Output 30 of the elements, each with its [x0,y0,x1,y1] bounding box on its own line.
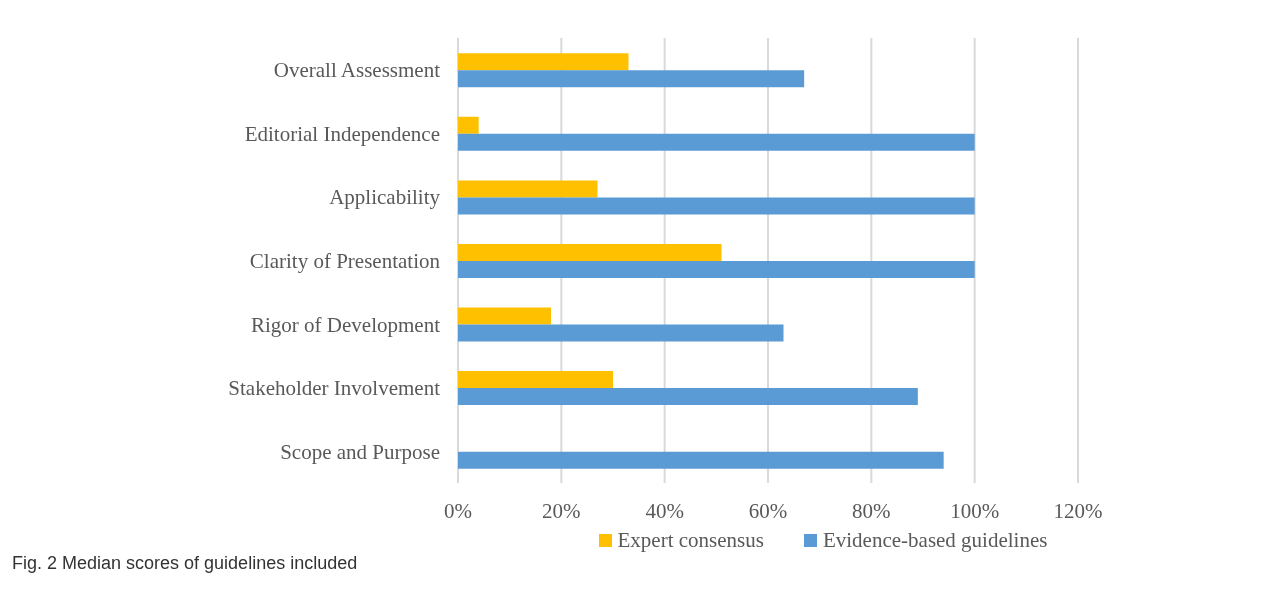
bar [458,388,918,406]
bar [458,307,551,325]
bar [458,180,598,198]
caption: Fig. 2 Median scores of guidelines included [11,553,359,574]
y-tick-label: Rigor of Development [251,312,441,337]
x-tick-label: 100% [950,498,1000,523]
x-tick-label: 20% [542,498,581,523]
x-tick-label: 0% [444,498,472,523]
y-tick-label: Applicability [329,185,441,210]
bar [458,451,944,469]
y-tick-label: Overall Assessment [273,58,441,83]
y-tick-label: Stakeholder Involvement [228,376,441,401]
x-tick-label: 40% [645,498,684,523]
x-tick-label: 80% [852,498,891,523]
bar [458,116,479,134]
legend-label: Expert consensus [616,528,764,553]
bar [458,70,805,88]
y-tick-label: Clarity of Presentation [249,248,441,273]
bar [458,260,975,278]
bar [458,53,629,71]
y-tick-label: Editorial Independence [244,121,440,146]
x-tick-label: 120% [1053,498,1103,523]
bar [458,243,722,261]
bar [458,197,975,215]
x-tick-label: 60% [748,498,788,523]
bar [458,371,613,389]
y-tick-label: Scope and Purpose [280,439,440,464]
bar [458,324,784,342]
legend-label: Evidence-based guidelines [821,528,1048,553]
bar [458,133,975,151]
